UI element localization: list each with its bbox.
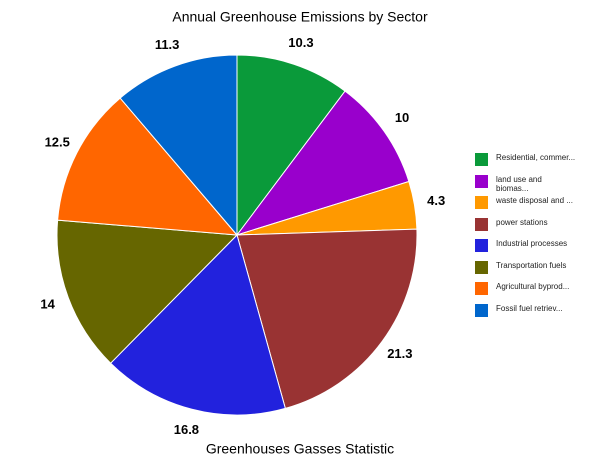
data-label: 21.3 — [387, 346, 412, 361]
legend-item: Agricultural byprod... — [475, 282, 595, 295]
legend-item: waste disposal and ... — [475, 196, 595, 209]
pie-slice — [56, 219, 239, 364]
pie-slice — [235, 90, 410, 236]
legend-swatch — [475, 196, 488, 209]
legend-swatch — [475, 153, 488, 166]
legend-item: Fossil fuel retriev... — [475, 303, 595, 317]
legend-label: Industrial processes — [496, 239, 568, 248]
legend-swatch — [475, 260, 488, 274]
pie-slice — [236, 228, 418, 410]
legend-swatch — [475, 174, 488, 188]
data-label: 14 — [40, 297, 55, 312]
legend-swatch — [475, 217, 488, 231]
legend-item: Residential, commer... — [475, 153, 595, 166]
legend-item: power stations — [475, 217, 595, 231]
legend-item: Industrial processes — [475, 239, 595, 252]
legend-swatch — [475, 239, 488, 252]
legend-swatch — [475, 282, 488, 295]
legend-label: land use and biomas... — [496, 174, 542, 193]
data-label: 10 — [395, 110, 409, 125]
legend-label: waste disposal and ... — [496, 196, 573, 205]
legend-item: Transportation fuels — [475, 260, 595, 274]
pie-slice — [57, 97, 239, 236]
data-label: 4.3 — [427, 193, 445, 208]
pie-slice — [236, 54, 346, 237]
data-label: 10.3 — [288, 35, 313, 50]
legend-label: Residential, commer... — [496, 153, 576, 162]
pie-slice — [119, 54, 238, 237]
legend-label: Transportation fuels — [496, 260, 567, 270]
legend-item: land use and biomas... — [475, 174, 595, 193]
legend-label: Agricultural byprod... — [496, 282, 570, 291]
pie-slice — [109, 234, 286, 416]
data-label: 11.3 — [155, 37, 180, 52]
data-label: 16.8 — [174, 422, 199, 437]
legend-swatch — [475, 303, 488, 317]
data-label: 12.5 — [45, 134, 70, 149]
legend-label: Fossil fuel retriev... — [496, 303, 563, 313]
x-label: Greenhouses Gasses Statistic — [206, 441, 394, 457]
legend-label: power stations — [496, 217, 548, 227]
chart-title: Annual Greenhouse Emissions by Sector — [172, 9, 428, 25]
